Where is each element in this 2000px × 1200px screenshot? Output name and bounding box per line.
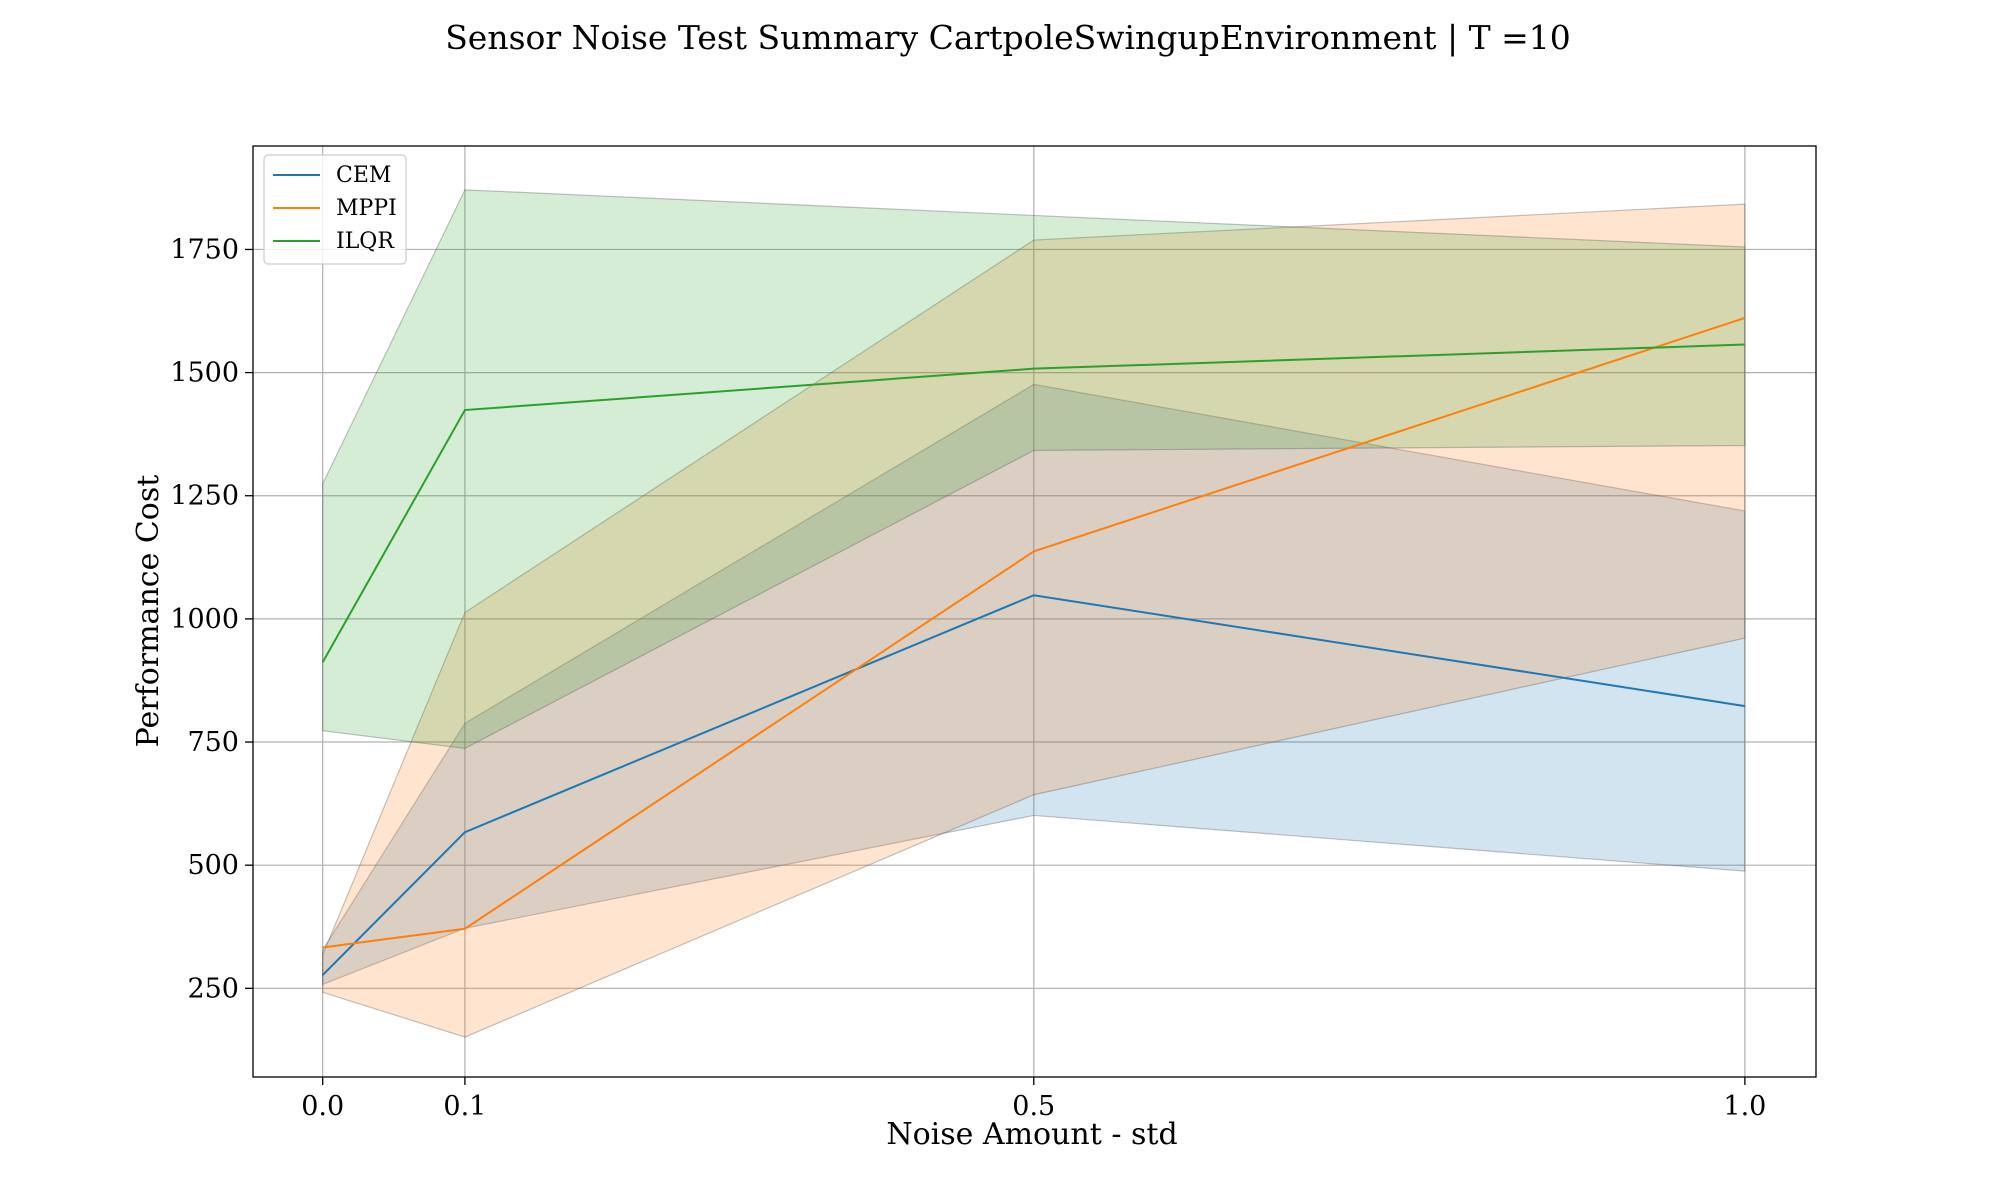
x-axis-ticks: 0.0 0.1 0.5 1.0	[301, 1077, 1766, 1122]
y-tick-label: 1750	[170, 234, 239, 265]
x-tick-label: 1.0	[1723, 1091, 1766, 1122]
band-mppi	[322, 203, 1746, 1038]
x-axis-label: Noise Amount - std	[886, 1117, 1177, 1152]
band-ilqr	[322, 189, 1746, 750]
confidence-bands	[322, 189, 1746, 1038]
legend: CEM MPPI ILQR	[263, 154, 407, 265]
legend-label-mppi: MPPI	[336, 196, 397, 221]
series-line-ilqr	[321, 343, 1745, 663]
series-line-cem	[321, 594, 1746, 976]
legend-label-cem: CEM	[336, 163, 391, 188]
plot-frame	[252, 145, 1817, 1078]
chart-title: Sensor Noise Test Summary CartpoleSwingu…	[445, 18, 1571, 57]
y-axis-label: Performance Cost	[131, 475, 166, 748]
legend-box	[263, 154, 407, 265]
y-tick-label: 500	[187, 850, 239, 881]
series-line-mppi	[322, 316, 1746, 949]
x-tick-label: 0.5	[1012, 1091, 1055, 1122]
y-tick-label: 250	[187, 973, 239, 1004]
y-tick-label: 1500	[170, 358, 239, 389]
y-tick-label: 1250	[170, 481, 239, 512]
series-lines	[321, 316, 1746, 976]
band-cem	[322, 383, 1746, 986]
y-axis-ticks: 250 500 750 1000 1250 1500 1750	[170, 234, 253, 1004]
legend-label-ilqr: ILQR	[336, 229, 395, 254]
grid	[253, 146, 1816, 1077]
y-tick-label: 1000	[170, 604, 239, 635]
y-tick-label: 750	[187, 727, 239, 758]
x-tick-label: 0.0	[301, 1091, 344, 1122]
x-tick-label: 0.1	[443, 1091, 486, 1122]
